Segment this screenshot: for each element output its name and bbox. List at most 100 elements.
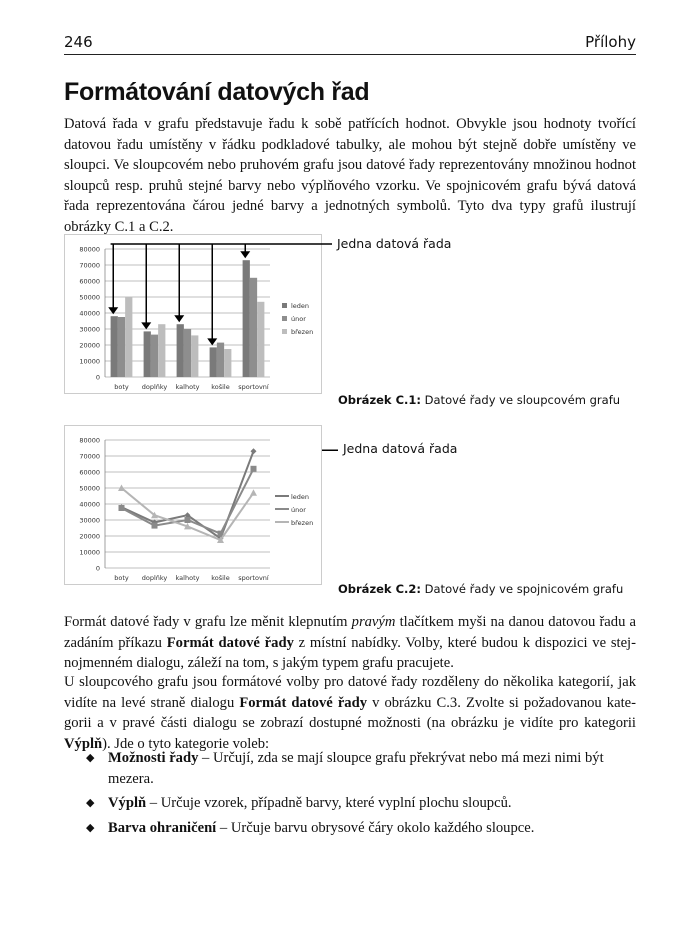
line-chart: 0 10000 20000 30000 40000 50000 60000 70000 8000… <box>64 425 322 585</box>
desc: – Určují, zda se mají sloupce grafu přek… <box>108 750 604 787</box>
text: tlačítkem myši na danou datovou řadu a z… <box>64 614 636 651</box>
text: v obrázku C.3. Zvolte si požadovanou kat… <box>64 694 636 732</box>
marker <box>250 465 257 472</box>
x-tick-label: sportovní <box>238 383 269 391</box>
figure1-caption: Obrázek C.1: Datové řady ve sloupcovém g… <box>338 393 620 407</box>
y-tick-label: 70000 <box>79 262 100 270</box>
bar-únor <box>249 277 258 377</box>
bar-březen <box>191 335 199 377</box>
text: Formát datové řady v grafu lze měnit kle… <box>64 614 352 630</box>
legend-label: únor <box>291 506 306 514</box>
legend-label: únor <box>291 315 306 323</box>
term: Možnosti řady <box>108 750 199 766</box>
y-tick-label: 80000 <box>79 437 100 445</box>
marker <box>118 484 125 491</box>
y-tick-label: 70000 <box>79 453 100 461</box>
legend-swatch <box>282 316 287 321</box>
bar-březen <box>224 349 232 377</box>
bar-únor <box>117 317 126 377</box>
y-tick-label: 30000 <box>79 517 100 525</box>
marker <box>184 522 191 530</box>
figure2-caption: Obrázek C.2: Datové řady ve spojnicovém … <box>338 582 623 596</box>
page-title: Formátování datových řad <box>64 78 370 106</box>
x-tick-label: kalhoty <box>176 383 200 391</box>
legend-swatch <box>282 329 287 334</box>
legend-swatch <box>282 303 287 308</box>
term: Výplň <box>108 795 147 812</box>
legend-label: březen <box>291 519 313 527</box>
arrowhead <box>240 251 251 259</box>
header-rule <box>64 54 636 55</box>
bar-leden <box>209 347 217 377</box>
y-tick-label: 10000 <box>79 549 100 557</box>
marker <box>151 522 158 529</box>
figure1-callout: Jedna datová řada <box>337 236 452 251</box>
list-item: Barva ohraničení – Určuje barvu obrysové… <box>86 818 636 839</box>
y-tick-label: 20000 <box>79 342 100 350</box>
y-tick-label: 40000 <box>79 310 100 318</box>
intro-paragraph: Datová řada v grafu představuje řadu k s… <box>64 116 636 235</box>
bar-březen <box>125 297 133 377</box>
y-tick-label: 50000 <box>79 294 100 302</box>
list-item: Možnosti řady – Určují, zda se mají slou… <box>86 748 636 789</box>
bar-únor <box>183 329 192 377</box>
y-tick-label: 0 <box>96 374 100 382</box>
caption-label: Obrázek C.1: <box>338 393 421 407</box>
marker <box>118 505 125 511</box>
y-tick-label: 0 <box>96 565 100 573</box>
x-tick-label: doplňky <box>142 574 168 582</box>
y-tick-label: 10000 <box>79 358 100 366</box>
y-tick-label: 60000 <box>79 278 100 286</box>
x-tick-label: košile <box>211 574 230 582</box>
bar-březen <box>257 301 265 377</box>
caption-label: Obrázek C.2: <box>338 582 421 596</box>
marker <box>184 517 191 523</box>
x-tick-label: boty <box>114 574 129 582</box>
desc: – Určuje barvu obrysové čáry okolo každé… <box>216 819 535 836</box>
y-tick-label: 20000 <box>79 533 100 541</box>
legend-label: leden <box>291 302 309 310</box>
y-tick-label: 60000 <box>79 469 100 477</box>
y-tick-label: 80000 <box>79 246 100 254</box>
text-italic: pravým <box>351 614 396 630</box>
marker <box>250 489 257 496</box>
bar-březen <box>158 324 166 377</box>
x-tick-label: košile <box>211 383 230 391</box>
page-number: 246 <box>64 33 93 51</box>
list-item: Výplň – Určuje vzorek, případně barvy, k… <box>86 793 636 814</box>
y-tick-label: 40000 <box>79 501 100 509</box>
marker <box>151 519 158 526</box>
x-tick-label: sportovní <box>238 574 269 582</box>
y-tick-label: 30000 <box>79 326 100 334</box>
text-bold: Formát datové řady <box>166 634 294 651</box>
bar-únor <box>216 342 225 377</box>
arrowhead <box>207 338 218 346</box>
term: Barva ohraničení <box>108 819 217 836</box>
category-list: Možnosti řady – Určují, zda se mají slou… <box>86 748 636 842</box>
bar-leden <box>176 324 184 377</box>
text: z místní nabídky. Volby, které budou k d… <box>64 634 636 672</box>
legend-label: leden <box>291 493 309 501</box>
arrowhead <box>174 315 185 323</box>
paragraph-3: U sloupcového grafu jsou formátové volby… <box>64 672 636 754</box>
desc: – Určuje vzorek, případně barvy, které v… <box>146 795 512 812</box>
marker <box>217 536 224 543</box>
arrowhead <box>141 322 152 330</box>
x-tick-label: boty <box>114 383 129 391</box>
x-tick-label: kalhoty <box>176 574 200 582</box>
figure2-callout: Jedna datová řada <box>343 441 458 456</box>
legend-label: březen <box>291 328 313 336</box>
marker <box>151 511 158 519</box>
marker <box>217 530 224 537</box>
section-title: Přílohy <box>585 33 636 51</box>
marker <box>184 512 191 519</box>
text-bold: Formát datové řady <box>239 694 368 711</box>
marker <box>250 448 257 455</box>
caption-text: Datové řady ve sloupcovém grafu <box>421 393 621 407</box>
caption-text: Datové řady ve spojnicovém grafu <box>421 582 624 596</box>
bar-chart: 0 10000 20000 30000 40000 50000 60000 70000 8000… <box>64 234 322 394</box>
bar-leden <box>110 316 118 377</box>
text: U sloupcového grafu jsou formátové volby… <box>64 674 636 711</box>
bar-únor <box>150 334 159 377</box>
